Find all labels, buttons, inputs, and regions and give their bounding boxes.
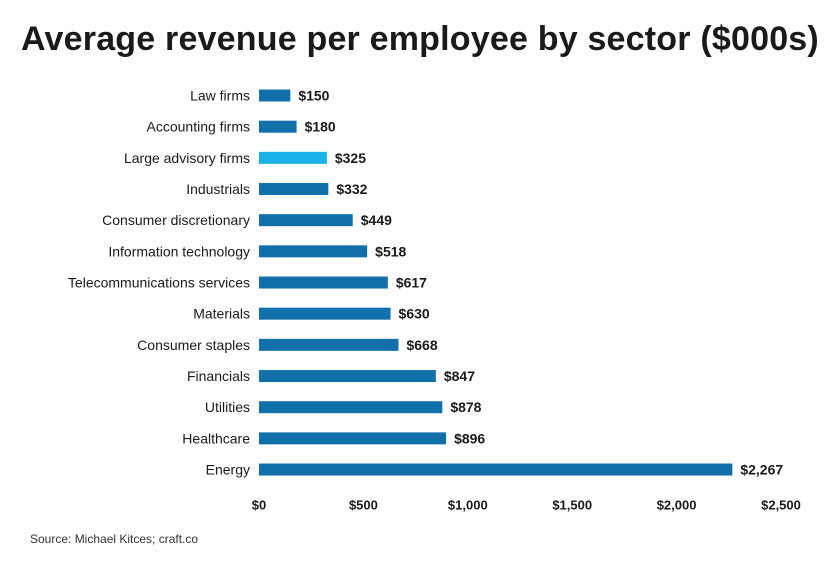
value-label-materials: $630 <box>399 306 430 322</box>
value-label-information-technology: $518 <box>375 243 406 259</box>
category-label-energy: Energy <box>206 462 250 478</box>
bar-law-firms <box>259 89 291 102</box>
category-label-law-firms: Law firms <box>190 88 250 104</box>
category-label-accounting-firms: Accounting firms <box>147 119 250 135</box>
bar-industrials <box>259 183 329 196</box>
value-label-telecommunications-services: $617 <box>396 275 427 291</box>
value-label-consumer-discretionary: $449 <box>361 212 392 228</box>
value-label-consumer-staples: $668 <box>406 337 437 353</box>
x-tick-label: $2,500 <box>761 498 801 513</box>
bar-materials <box>259 307 391 320</box>
bar-consumer-staples <box>259 338 399 351</box>
bar-telecommunications-services <box>259 276 388 289</box>
bar-information-technology <box>259 245 368 258</box>
value-label-financials: $847 <box>444 368 475 384</box>
value-label-law-firms: $150 <box>298 88 329 104</box>
x-tick-label: $1,000 <box>448 498 488 513</box>
value-label-energy: $2,267 <box>740 462 783 478</box>
category-label-large-advisory-firms: Large advisory firms <box>124 150 250 166</box>
value-labels: $150 $180 $325 $332 $449 $518 $617 $630 $668 $847… <box>298 88 783 478</box>
bar-large-advisory-firms <box>259 151 327 164</box>
bar-consumer-discretionary <box>259 214 353 227</box>
category-label-telecommunications-services: Telecommunications services <box>68 275 250 291</box>
bar-energy <box>259 463 733 476</box>
x-tick-label: $0 <box>252 498 266 513</box>
category-label-healthcare: Healthcare <box>182 430 250 446</box>
x-tick-label: $500 <box>349 498 378 513</box>
bar-utilities <box>259 401 443 414</box>
value-label-healthcare: $896 <box>454 430 485 446</box>
x-tick-label: $2,000 <box>657 498 697 513</box>
category-label-financials: Financials <box>187 368 250 384</box>
bar-financials <box>259 370 436 383</box>
category-label-information-technology: Information technology <box>108 243 250 259</box>
category-label-materials: Materials <box>193 306 250 322</box>
bar-healthcare <box>259 432 447 445</box>
x-axis-ticks: $0 $500 $1,000 $1,500 $2,000 $2,500 <box>252 498 801 513</box>
bar-accounting-firms <box>259 120 297 133</box>
category-label-consumer-discretionary: Consumer discretionary <box>102 212 250 228</box>
category-label-utilities: Utilities <box>205 399 250 415</box>
chart-title: Average revenue per employee by sector (… <box>21 20 819 58</box>
category-labels: Law firms Accounting firms Large advisory … <box>68 88 250 478</box>
value-label-utilities: $878 <box>450 399 481 415</box>
value-label-accounting-firms: $180 <box>305 119 336 135</box>
source-note: Source: Michael Kitces; craft.co <box>30 532 199 546</box>
value-label-large-advisory-firms: $325 <box>335 150 366 166</box>
bars-group <box>259 89 733 476</box>
value-label-industrials: $332 <box>336 181 367 197</box>
x-tick-label: $1,500 <box>552 498 592 513</box>
category-label-consumer-staples: Consumer staples <box>137 337 250 353</box>
category-label-industrials: Industrials <box>186 181 250 197</box>
